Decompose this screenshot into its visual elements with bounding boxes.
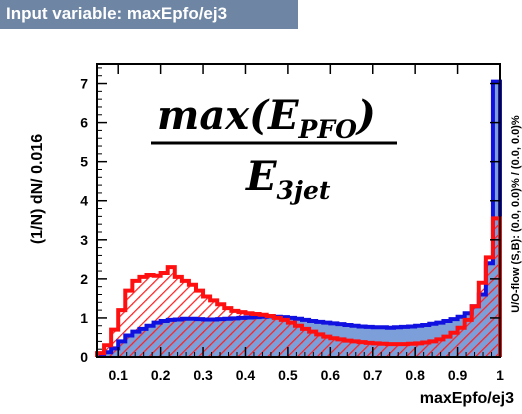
- histogram-layer: [95, 79, 502, 358]
- background-bin: [471, 306, 480, 357]
- chart-title: Input variable: maxEpfo/ej3: [6, 4, 228, 23]
- x-tick-label: 0.2: [151, 367, 171, 383]
- background-bin: [259, 314, 268, 357]
- background-bin: [139, 276, 148, 357]
- x-tick-label: 0.3: [193, 367, 213, 383]
- formula-numerator-close: ): [355, 92, 376, 139]
- background-bin: [358, 342, 367, 357]
- background-bin: [245, 313, 254, 357]
- background-bin: [393, 344, 402, 357]
- background-bin: [217, 304, 225, 357]
- background-bin: [125, 290, 133, 357]
- y-tick-label: 5: [80, 154, 88, 170]
- background-bin: [224, 308, 232, 357]
- background-bin: [132, 280, 141, 357]
- background-bin: [443, 336, 452, 357]
- background-bin: [146, 274, 155, 357]
- axes: 0 1 2 3 4 5 6 7 0.1 0.2 0.3 0.4 0.5 0.6 0.7 0.8 0.9 1: [80, 63, 504, 383]
- background-bin: [302, 328, 310, 357]
- background-bin: [153, 275, 162, 357]
- background-bin: [174, 276, 183, 357]
- title-bar: Input variable: maxEpfo/ej3: [0, 0, 298, 29]
- background-bin: [330, 338, 338, 357]
- background-bin: [408, 343, 416, 357]
- x-tick-label: 1: [496, 367, 504, 383]
- background-bin: [294, 325, 303, 357]
- background-bin: [429, 341, 437, 357]
- background-bin: [436, 339, 445, 357]
- signal-series-line: [95, 79, 502, 358]
- background-bin: [464, 319, 473, 357]
- background-bin: [309, 331, 317, 357]
- background-bin: [485, 257, 494, 357]
- formula-denominator-sub: 3jet: [277, 176, 331, 205]
- y-tick-label: 4: [80, 193, 88, 209]
- background-bin: [273, 317, 282, 357]
- x-tick-label: 0.4: [236, 367, 256, 383]
- formula-denominator-main: E: [245, 153, 277, 200]
- x-tick-label: 0.5: [278, 367, 298, 383]
- y-tick-label: 1: [80, 310, 88, 326]
- background-bin: [415, 343, 423, 357]
- background-bin: [478, 282, 487, 357]
- background-bin: [365, 342, 374, 357]
- formula-denominator: E3jet: [245, 153, 331, 205]
- background-bin: [450, 332, 459, 357]
- background-bin: [111, 329, 119, 357]
- y-tick-label: 0: [80, 349, 88, 365]
- background-bin: [252, 314, 261, 357]
- background-bin: [372, 343, 381, 357]
- background-bin: [422, 342, 430, 357]
- formula-annotation: max(EPFO) E3jet: [151, 92, 397, 205]
- x-tick-label: 0.8: [405, 367, 425, 383]
- y-tick-label: 6: [80, 115, 88, 131]
- background-bin: [316, 334, 324, 357]
- plot-frame: [96, 63, 501, 358]
- background-bin: [160, 273, 169, 357]
- background-bin: [238, 312, 247, 357]
- background-bin: [167, 267, 176, 357]
- formula-numerator-sub: PFO: [298, 115, 358, 144]
- background-bin: [457, 327, 466, 357]
- x-tick-label: 0.7: [363, 367, 383, 383]
- background-series-line: [95, 216, 502, 357]
- x-axis-label: maxEpfo/ej3: [419, 390, 514, 407]
- background-bin: [492, 218, 501, 357]
- background-bin: [280, 319, 289, 357]
- background-bin: [210, 300, 218, 357]
- y-tick-label: 7: [80, 76, 88, 92]
- background-bin: [203, 296, 211, 357]
- signal-bin: [401, 326, 409, 357]
- background-bin: [379, 343, 388, 357]
- formula-numerator: max(EPFO): [157, 92, 376, 144]
- background-bin: [323, 336, 331, 357]
- x-tick-label: 0.6: [321, 367, 341, 383]
- x-tick-label: 0.9: [448, 367, 468, 383]
- background-bin: [266, 315, 275, 357]
- background-bin: [231, 310, 240, 357]
- background-bin: [344, 340, 353, 357]
- formula-numerator-main: max(E: [157, 92, 299, 139]
- background-bin: [401, 344, 409, 357]
- background-bin: [188, 284, 197, 357]
- background-bin: [337, 339, 346, 357]
- background-bin: [386, 344, 395, 357]
- background-bin: [195, 290, 204, 357]
- background-bin: [118, 310, 126, 357]
- background-bin: [287, 322, 296, 357]
- y-tick-label: 3: [80, 232, 88, 248]
- x-tick-label: 0.1: [108, 367, 128, 383]
- y-tick-label: 2: [80, 271, 88, 287]
- background-bin: [351, 341, 360, 357]
